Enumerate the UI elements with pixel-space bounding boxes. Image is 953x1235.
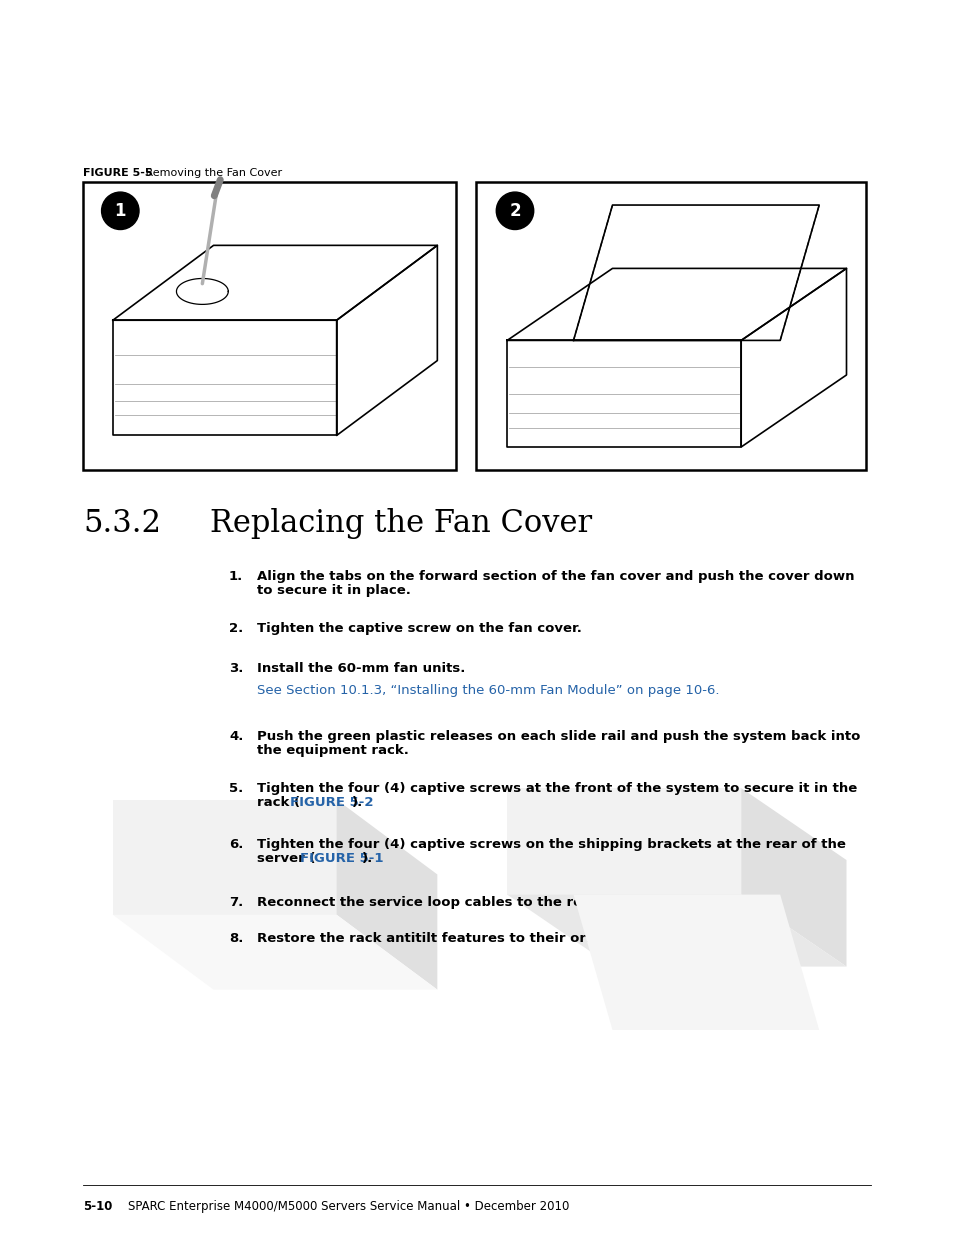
Text: 5-10: 5-10 [83, 1200, 112, 1213]
Text: server (: server ( [256, 852, 315, 864]
Circle shape [496, 193, 533, 230]
Polygon shape [507, 894, 845, 967]
Text: the equipment rack.: the equipment rack. [256, 743, 409, 757]
Text: 2.: 2. [229, 622, 243, 635]
Text: See Section 10.1.3, “Installing the 60-mm Fan Module” on page 10-6.: See Section 10.1.3, “Installing the 60-m… [256, 684, 719, 697]
Text: 2: 2 [509, 201, 520, 220]
Text: 1: 1 [114, 201, 126, 220]
Circle shape [101, 193, 139, 230]
Polygon shape [112, 915, 436, 989]
Text: FIGURE 5-2: FIGURE 5-2 [290, 797, 374, 809]
Text: Install the 60-mm fan units.: Install the 60-mm fan units. [256, 662, 465, 676]
Polygon shape [740, 788, 845, 967]
Polygon shape [336, 799, 436, 989]
Polygon shape [112, 799, 336, 915]
Text: 8.: 8. [229, 932, 243, 945]
Text: ).: ). [352, 797, 363, 809]
Text: Push the green plastic releases on each slide rail and push the system back into: Push the green plastic releases on each … [256, 730, 860, 743]
Text: 5.3.2: 5.3.2 [83, 508, 161, 538]
Text: 5.: 5. [229, 782, 243, 795]
Text: rack (: rack ( [256, 797, 300, 809]
Polygon shape [476, 182, 865, 471]
Text: Removing the Fan Cover: Removing the Fan Cover [135, 168, 282, 178]
Text: Tighten the four (4) captive screws on the shipping brackets at the rear of the: Tighten the four (4) captive screws on t… [256, 839, 845, 851]
Text: Tighten the four (4) captive screws at the front of the system to secure it in t: Tighten the four (4) captive screws at t… [256, 782, 857, 795]
Text: Reconnect the service loop cables to the rear of the server.: Reconnect the service loop cables to the… [256, 897, 701, 909]
Text: FIGURE 5-1: FIGURE 5-1 [299, 852, 383, 864]
Text: ).: ). [361, 852, 373, 864]
Text: 1.: 1. [229, 571, 243, 583]
Text: FIGURE 5-5: FIGURE 5-5 [83, 168, 152, 178]
Text: Replacing the Fan Cover: Replacing the Fan Cover [210, 508, 592, 538]
Text: 7.: 7. [229, 897, 243, 909]
Polygon shape [507, 788, 740, 894]
Text: Tighten the captive screw on the fan cover.: Tighten the captive screw on the fan cov… [256, 622, 581, 635]
Text: SPARC Enterprise M4000/M5000 Servers Service Manual • December 2010: SPARC Enterprise M4000/M5000 Servers Ser… [128, 1200, 569, 1213]
Text: to secure it in place.: to secure it in place. [256, 584, 411, 597]
Polygon shape [573, 894, 819, 1030]
Text: Align the tabs on the forward section of the fan cover and push the cover down: Align the tabs on the forward section of… [256, 571, 854, 583]
Text: 4.: 4. [229, 730, 243, 743]
Text: 3.: 3. [229, 662, 243, 676]
Polygon shape [83, 182, 456, 471]
Text: Restore the rack antitilt features to their original position.: Restore the rack antitilt features to th… [256, 932, 698, 945]
Text: 6.: 6. [229, 839, 243, 851]
